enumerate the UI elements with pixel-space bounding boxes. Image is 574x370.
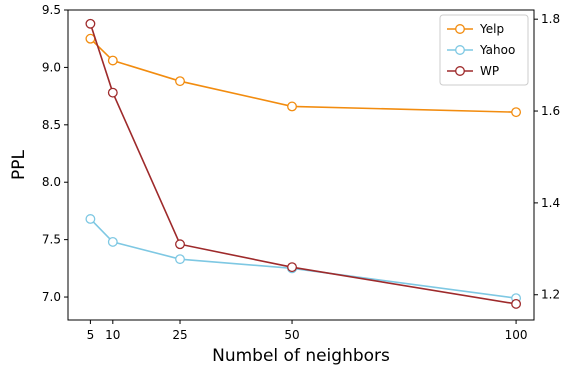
data-point-yelp xyxy=(175,76,185,87)
data-point-yahoo xyxy=(107,236,118,247)
data-point-wp xyxy=(175,239,185,250)
data-point-yelp xyxy=(107,55,118,66)
legend-label-yelp: Yelp xyxy=(479,22,504,36)
y-right-tick-label: 1.6 xyxy=(541,104,560,118)
data-point-wp xyxy=(107,87,118,98)
legend-marker-wp xyxy=(455,66,465,76)
y-left-tick-label: 7.5 xyxy=(42,233,61,247)
legend-marker-yahoo xyxy=(455,45,465,55)
data-point-yelp xyxy=(511,107,522,118)
y-right-tick-label: 1.4 xyxy=(541,196,560,210)
x-tick-label: 50 xyxy=(284,328,299,342)
y-axis-left: 7.0 7.5 8.0 8.5 9.0 9.5 xyxy=(42,3,68,304)
y-left-tick-label: 9.5 xyxy=(42,3,61,17)
data-point-wp xyxy=(287,262,297,273)
y-left-tick-label: 9.0 xyxy=(42,60,61,74)
x-axis-title: Numbel of neighbors xyxy=(212,346,390,366)
y-right-tick-label: 1.8 xyxy=(541,12,560,26)
x-tick-label: 5 xyxy=(87,328,95,342)
data-point-wp xyxy=(85,18,96,29)
x-tick-label: 100 xyxy=(505,328,528,342)
y-axis-title: PPL xyxy=(9,149,29,180)
data-point-yahoo xyxy=(85,214,96,224)
y-left-tick-label: 7.0 xyxy=(42,290,61,304)
y-right-tick-label: 1.2 xyxy=(541,288,560,302)
data-point-yelp xyxy=(287,101,297,112)
plot-frame xyxy=(67,9,535,321)
series-lines xyxy=(85,18,522,309)
x-axis: 5 10 25 50 100 xyxy=(87,320,528,342)
legend: Yelp Yahoo WP xyxy=(439,14,529,86)
y-axis-right: 1.2 1.4 1.6 1.8 xyxy=(534,12,560,302)
y-left-tick-label: 8.5 xyxy=(42,118,61,132)
data-point-yahoo xyxy=(175,254,185,265)
legend-label-yahoo: Yahoo xyxy=(479,43,515,57)
x-tick-label: 25 xyxy=(172,328,187,342)
series-line-yahoo xyxy=(89,218,517,299)
data-point-wp xyxy=(511,298,522,309)
x-tick-label: 10 xyxy=(105,328,120,342)
data-point-yelp xyxy=(85,33,96,44)
legend-label-wp: WP xyxy=(480,64,499,78)
y-left-tick-label: 8.0 xyxy=(42,175,61,189)
legend-marker-yelp xyxy=(455,24,465,34)
